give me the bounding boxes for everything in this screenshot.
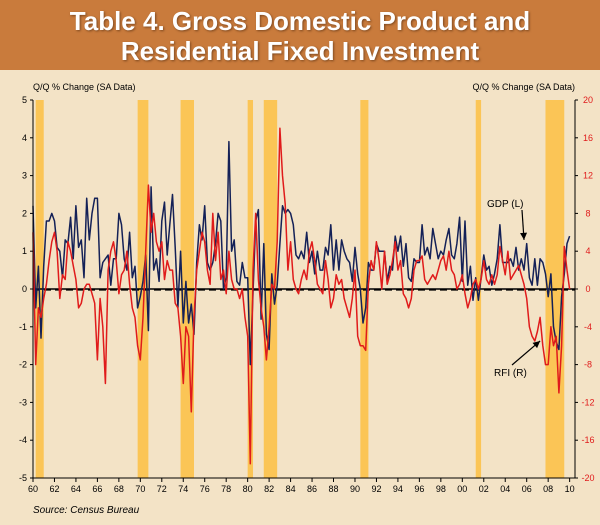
- y-left-tick-label-6: 1: [22, 246, 27, 256]
- x-tick-label-14: 88: [329, 484, 339, 494]
- annotation-label-gdp: GDP (L): [487, 199, 524, 210]
- y-right-tick-label-6: 4: [585, 246, 590, 256]
- x-tick-label-24: 08: [543, 484, 553, 494]
- annotations: GDP (L) RFI (R): [487, 199, 541, 379]
- y-right-tick-label-2: -12: [581, 397, 594, 407]
- y-left-tick-label-1: -4: [19, 435, 27, 445]
- x-tick-label-18: 96: [414, 484, 424, 494]
- x-tick-label-4: 68: [114, 484, 124, 494]
- x-tick-label-16: 92: [371, 484, 381, 494]
- y-left-tick-label-9: 4: [22, 133, 27, 143]
- y-right-tick-label-0: -20: [581, 473, 594, 483]
- x-tick-label-23: 06: [522, 484, 532, 494]
- annotation-arrowhead-rfi: [532, 340, 541, 349]
- x-tick-label-5: 70: [135, 484, 145, 494]
- x-tick-label-21: 02: [479, 484, 489, 494]
- x-tick-label-2: 64: [71, 484, 81, 494]
- annotation-label-rfi: RFI (R): [494, 368, 527, 379]
- x-tick-label-15: 90: [350, 484, 360, 494]
- x-tick-label-20: 00: [457, 484, 467, 494]
- y-right-tick-label-5: 0: [585, 284, 590, 294]
- y-left-tick-label-10: 5: [22, 95, 27, 105]
- x-tick-label-19: 98: [436, 484, 446, 494]
- x-tick-label-13: 86: [307, 484, 317, 494]
- x-tick-label-1: 62: [49, 484, 59, 494]
- x-tick-label-11: 82: [264, 484, 274, 494]
- source-note: Source: Census Bureau: [33, 505, 140, 516]
- series-lines: [32, 127, 571, 465]
- x-tick-label-12: 84: [286, 484, 296, 494]
- x-tick-label-10: 80: [243, 484, 253, 494]
- y-left-tick-label-0: -5: [19, 473, 27, 483]
- zero-line-group: [33, 288, 575, 291]
- y-left-tick-label-5: 0: [22, 284, 27, 294]
- x-tick-label-3: 66: [92, 484, 102, 494]
- y-right-axis-label: Q/Q % Change (SA Data): [472, 82, 575, 92]
- y-right-tick-label-7: 8: [585, 208, 590, 218]
- x-tick-label-6: 72: [157, 484, 167, 494]
- y-right-tick-label-10: 20: [583, 95, 593, 105]
- y-right-tick-label-9: 16: [583, 133, 593, 143]
- title-banner: Table 4. Gross Domestic Product and Resi…: [0, 0, 600, 70]
- y-left-axis-label: Q/Q % Change (SA Data): [33, 82, 136, 92]
- chart-title-line-1: Table 4. Gross Domestic Product and: [69, 6, 531, 36]
- y-left-tick-label-3: -2: [19, 360, 27, 370]
- x-tick-label-0: 60: [28, 484, 38, 494]
- x-tick-label-7: 74: [178, 484, 188, 494]
- axes: [30, 99, 578, 482]
- y-right-tick-label-8: 12: [583, 171, 593, 181]
- chart-title-line-2: Residential Fixed Investment: [120, 36, 480, 66]
- y-left-tick-label-4: -1: [19, 322, 27, 332]
- y-right-tick-label-3: -8: [584, 360, 592, 370]
- y-right-tick-label-4: -4: [584, 322, 592, 332]
- y-left-tick-label-7: 2: [22, 208, 27, 218]
- x-tick-label-9: 78: [221, 484, 231, 494]
- y-right-tick-label-1: -16: [581, 435, 594, 445]
- series-line-gdp: [32, 140, 571, 366]
- x-tick-label-17: 94: [393, 484, 403, 494]
- series-line-rfi: [32, 127, 571, 465]
- y-left-tick-label-2: -3: [19, 397, 27, 407]
- tick-labels: 60 62 64 66 68 70 72 74 76 78 80 82 84 86 88 90 92 94 96 98…: [19, 95, 595, 494]
- x-tick-label-22: 04: [500, 484, 510, 494]
- x-tick-label-8: 76: [200, 484, 210, 494]
- y-left-tick-label-8: 3: [22, 171, 27, 181]
- x-tick-label-25: 10: [565, 484, 575, 494]
- chart-svg: 60 62 64 66 68 70 72 74 76 78 80 82 84 86 88 90 92 94 96 98…: [19, 82, 595, 494]
- annotation-arrowhead-gdp: [520, 232, 528, 240]
